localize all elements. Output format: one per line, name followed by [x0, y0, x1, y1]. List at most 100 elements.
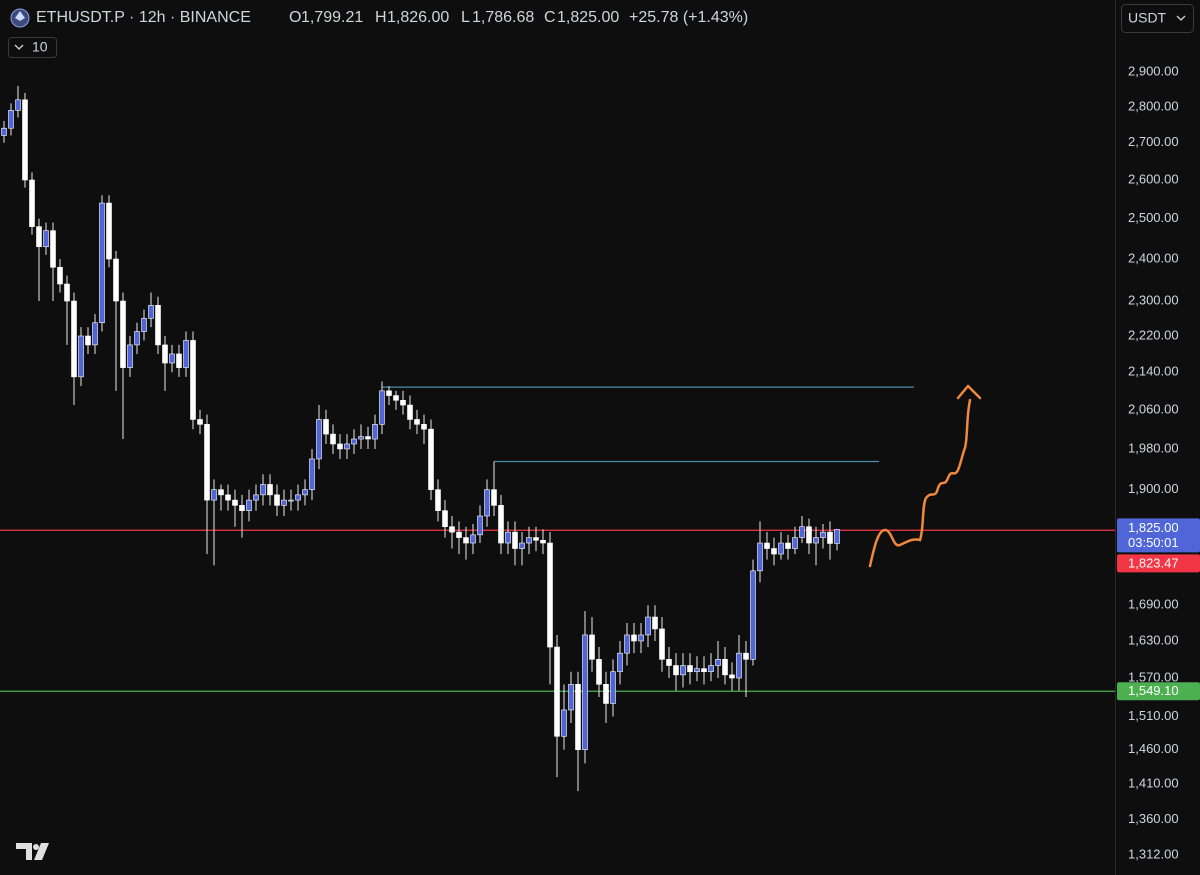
candle-body	[211, 489, 217, 501]
candle-body	[771, 548, 777, 555]
symbol-icon-glyph	[15, 11, 25, 21]
candle-body	[442, 510, 448, 528]
candle-body	[225, 494, 231, 501]
ohlc-value: 1,825.00	[557, 9, 619, 26]
currency-label: USDT	[1128, 10, 1167, 26]
level-price-label: 1,549.10	[1128, 683, 1179, 698]
candle-body	[477, 515, 483, 536]
y-tick-label: 2,900.00	[1128, 64, 1179, 79]
candle-body	[106, 202, 112, 260]
candle-body	[337, 443, 343, 450]
symbol-title[interactable]: ETHUSDT.P · 12h · BINANCE	[36, 9, 251, 26]
y-tick-label: 1,570.00	[1128, 669, 1179, 684]
candle-body	[204, 424, 210, 501]
indicator-toggle[interactable]	[8, 37, 57, 58]
countdown-label: 03:50:01	[1128, 535, 1179, 550]
candle-body	[540, 539, 546, 544]
candle-body	[43, 230, 49, 248]
candle-body	[666, 659, 672, 666]
candle-body	[1, 127, 7, 136]
candle-body	[169, 353, 175, 364]
ohlc-key: O	[289, 9, 301, 26]
ohlc-value: 1,786.68	[472, 9, 534, 26]
candle-body	[127, 344, 133, 368]
y-tick-label: 2,060.00	[1128, 401, 1179, 416]
candle-body	[834, 529, 840, 544]
candle-body	[750, 570, 756, 660]
currency-button[interactable]	[1121, 4, 1194, 33]
ohlc-value: 1,826.00	[387, 9, 449, 26]
drawn-arrowhead	[956, 384, 982, 400]
y-tick-label: 1,900.00	[1128, 481, 1179, 496]
last-price-box	[1117, 518, 1200, 553]
candle-body	[85, 335, 91, 346]
candle-body	[379, 390, 385, 425]
candle-body	[757, 542, 763, 572]
candle-body	[708, 665, 714, 673]
candle-body	[526, 537, 532, 544]
candle-body	[176, 353, 182, 368]
y-tick-label: 2,700.00	[1128, 134, 1179, 149]
candle-body	[22, 99, 28, 181]
candle-body	[484, 489, 490, 517]
candle-body	[743, 652, 749, 660]
y-tick-label: 2,140.00	[1128, 364, 1179, 379]
candle-body	[78, 335, 84, 378]
ohlc-key: C	[544, 9, 556, 26]
candle-body	[624, 634, 630, 654]
candle-body	[309, 458, 315, 490]
logo-dot	[33, 844, 39, 850]
y-tick-label: 1,980.00	[1128, 440, 1179, 455]
candle-body	[414, 419, 420, 425]
candle-body	[421, 424, 427, 430]
candle-body	[554, 646, 560, 737]
chevron-icon	[1176, 15, 1186, 21]
candle-body	[568, 684, 574, 711]
candle-body	[267, 484, 273, 496]
candle-body	[799, 526, 805, 538]
candle-body	[491, 489, 497, 506]
candle-body	[155, 305, 161, 346]
candle-body	[15, 99, 21, 111]
candle-body	[505, 531, 511, 544]
candle-body	[498, 505, 504, 544]
candle-body	[134, 331, 140, 346]
candle-body	[57, 266, 63, 285]
candle-body	[575, 684, 581, 751]
candle-body	[288, 499, 294, 502]
y-tick-label: 1,690.00	[1128, 597, 1179, 612]
y-tick-label: 1,360.00	[1128, 811, 1179, 826]
drawn-arrow	[868, 398, 972, 568]
last-price-label: 1,825.00	[1128, 520, 1179, 535]
candle-body	[820, 531, 826, 538]
candle-body	[344, 443, 350, 450]
candle-body	[806, 526, 812, 544]
candle-body	[246, 499, 252, 511]
candle-body	[400, 399, 406, 406]
y-tick-label: 1,460.00	[1128, 741, 1179, 756]
candle-body	[645, 616, 651, 636]
candle-body	[547, 542, 553, 648]
candle-body	[386, 390, 392, 396]
candle-body	[701, 668, 707, 673]
candle-body	[652, 616, 658, 630]
candle-body	[64, 283, 70, 302]
candle-body	[253, 494, 259, 501]
candle-body	[190, 340, 196, 420]
candle-body	[680, 665, 686, 676]
level-price-label: 1,823.47	[1128, 555, 1179, 570]
candle-body	[274, 494, 280, 506]
level-price-box	[1117, 682, 1200, 701]
candle-body	[659, 628, 665, 660]
candle-body	[113, 258, 119, 302]
ohlc-key: H	[375, 9, 387, 26]
candle-body	[764, 542, 770, 549]
y-tick-label: 2,600.00	[1128, 171, 1179, 186]
candle-body	[36, 226, 42, 248]
candle-body	[92, 322, 98, 346]
candle-body	[351, 438, 357, 445]
candle-body	[589, 634, 595, 660]
candle-body	[295, 494, 301, 501]
candle-body	[687, 665, 693, 673]
